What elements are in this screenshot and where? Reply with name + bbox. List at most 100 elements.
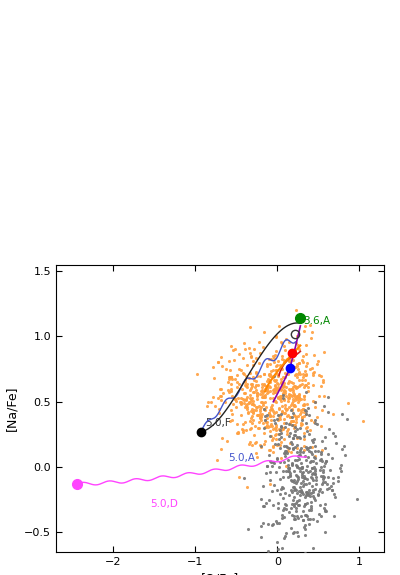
Point (268, 404, 275, 413)
Point (253, 438, 259, 447)
Point (268, 457, 274, 466)
Point (252, 421, 258, 431)
Point (288, 420, 295, 430)
Point (299, 358, 306, 367)
Point (294, 496, 300, 505)
Point (274, 414, 280, 423)
Point (254, 391, 260, 400)
Point (302, 407, 309, 416)
Point (293, 394, 300, 404)
Point (330, 478, 336, 488)
Point (274, 440, 280, 449)
Point (290, 362, 297, 371)
Point (279, 365, 286, 374)
Point (214, 455, 220, 465)
Point (281, 358, 287, 367)
Point (253, 403, 259, 412)
Point (290, 378, 296, 388)
Point (273, 375, 279, 384)
Point (242, 402, 248, 411)
Point (315, 356, 322, 366)
Point (320, 375, 326, 385)
Point (303, 455, 309, 464)
Point (312, 403, 318, 412)
Point (311, 417, 317, 427)
Point (322, 459, 328, 468)
Point (281, 394, 287, 404)
Point (304, 488, 311, 497)
Point (298, 488, 304, 497)
Point (330, 474, 336, 483)
Point (260, 379, 267, 388)
Point (360, 416, 367, 426)
Point (274, 369, 280, 378)
Point (292, 455, 298, 465)
Point (291, 411, 298, 420)
Point (290, 389, 297, 398)
Point (290, 420, 296, 430)
Point (298, 421, 304, 430)
Point (285, 461, 291, 470)
Point (245, 439, 252, 448)
Point (298, 463, 305, 473)
Point (253, 386, 259, 395)
Point (278, 351, 285, 360)
Point (266, 451, 272, 460)
Point (261, 328, 268, 337)
Point (257, 440, 263, 449)
Point (224, 436, 230, 446)
Point (262, 468, 269, 477)
Point (296, 483, 303, 492)
Point (249, 412, 256, 421)
Point (306, 505, 312, 515)
Point (261, 423, 268, 432)
X-axis label: [O/Fe]: [O/Fe] (201, 573, 239, 575)
Point (248, 413, 254, 423)
Point (288, 416, 294, 425)
Point (251, 375, 257, 385)
Point (279, 381, 285, 390)
Point (312, 470, 318, 479)
Point (298, 443, 304, 453)
Point (249, 393, 255, 402)
Point (252, 382, 259, 392)
Point (240, 338, 247, 347)
Point (246, 322, 253, 331)
Point (254, 453, 260, 462)
Point (308, 497, 314, 507)
Point (272, 423, 278, 432)
Point (262, 398, 268, 407)
Point (248, 424, 254, 433)
Point (269, 373, 276, 382)
Point (226, 374, 233, 384)
Point (278, 397, 284, 406)
Point (246, 398, 252, 407)
Point (277, 395, 283, 404)
Point (264, 383, 270, 392)
Point (295, 406, 301, 415)
Point (287, 470, 294, 480)
Point (310, 367, 317, 376)
Point (286, 507, 292, 516)
Point (270, 441, 276, 450)
Point (282, 400, 288, 409)
Point (219, 389, 226, 398)
Point (297, 423, 304, 432)
Point (273, 408, 280, 417)
Point (325, 408, 332, 417)
Point (240, 354, 246, 363)
Point (246, 398, 252, 408)
Point (274, 392, 281, 401)
Point (316, 455, 323, 464)
Point (258, 402, 264, 412)
Point (264, 377, 270, 386)
Point (246, 416, 253, 426)
Point (316, 487, 323, 496)
Point (307, 515, 313, 524)
Point (308, 463, 315, 473)
Point (257, 412, 264, 421)
Point (209, 393, 216, 402)
Point (271, 481, 277, 490)
Point (314, 413, 321, 422)
Point (235, 393, 241, 402)
